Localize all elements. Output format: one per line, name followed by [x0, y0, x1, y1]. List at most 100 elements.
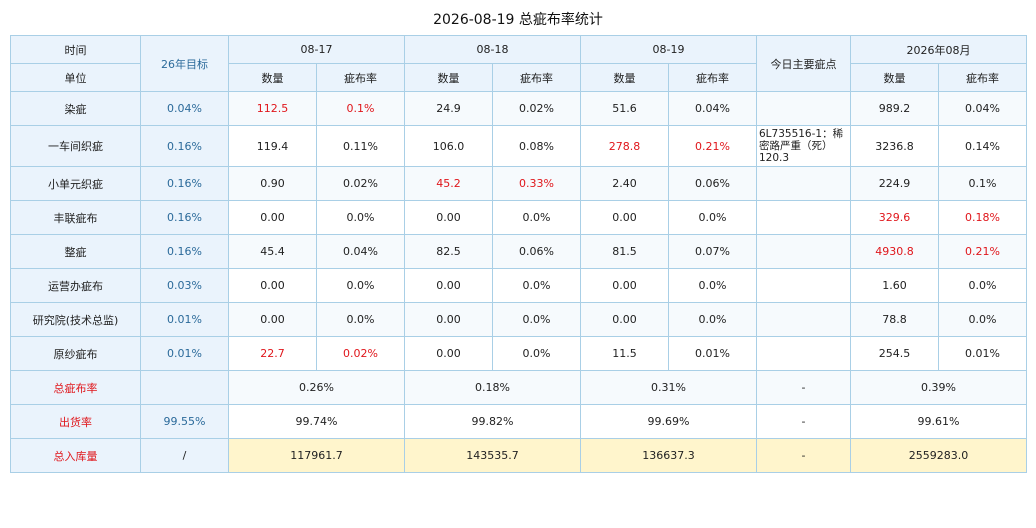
cell-value: 78.8	[851, 303, 939, 337]
cell-value: 51.6	[581, 92, 669, 126]
cell-value: 24.9	[405, 92, 493, 126]
cell-value: 0.02%	[317, 167, 405, 201]
defect-rate-table: 时间 26年目标 08-17 08-18 08-19 今日主要疵点 2026年0…	[10, 35, 1027, 473]
table-row: 研究院(技术总监) 0.01% 0.00 0.0% 0.00 0.0% 0.00…	[11, 303, 1027, 337]
header-time: 时间	[11, 36, 141, 64]
stock-in-d2: 143535.7	[405, 439, 581, 473]
table-row: 运营办疵布 0.03% 0.00 0.0% 0.00 0.0% 0.00 0.0…	[11, 269, 1027, 303]
cell-value: 45.4	[229, 235, 317, 269]
header-target: 26年目标	[141, 36, 229, 92]
row-unit: 丰联疵布	[11, 201, 141, 235]
header-main-defects: 今日主要疵点	[757, 36, 851, 92]
table-row: 染疵 0.04% 112.5 0.1% 24.9 0.02% 51.6 0.04…	[11, 92, 1027, 126]
stock-in-note: -	[757, 439, 851, 473]
header-date-3: 08-19	[581, 36, 757, 64]
total-rate-row: 总疵布率 0.26% 0.18% 0.31% - 0.39%	[11, 371, 1027, 405]
cell-value: 0.11%	[317, 126, 405, 167]
cell-note	[757, 167, 851, 201]
shipment-label: 出货率	[11, 405, 141, 439]
cell-value: 0.06%	[493, 235, 581, 269]
row-target: 0.16%	[141, 126, 229, 167]
header-qty: 数量	[851, 64, 939, 92]
row-target: 0.16%	[141, 235, 229, 269]
header-month: 2026年08月	[851, 36, 1027, 64]
cell-value: 0.0%	[493, 269, 581, 303]
row-unit: 整疵	[11, 235, 141, 269]
cell-value: 0.33%	[493, 167, 581, 201]
cell-value: 278.8	[581, 126, 669, 167]
cell-value: 0.01%	[669, 337, 757, 371]
cell-note	[757, 269, 851, 303]
cell-value: 0.1%	[317, 92, 405, 126]
row-unit: 运营办疵布	[11, 269, 141, 303]
table-row: 原纱疵布 0.01% 22.7 0.02% 0.00 0.0% 11.5 0.0…	[11, 337, 1027, 371]
row-target: 0.01%	[141, 337, 229, 371]
shipment-target: 99.55%	[141, 405, 229, 439]
row-unit: 染疵	[11, 92, 141, 126]
cell-value: 0.0%	[669, 269, 757, 303]
stock-in-d3: 136637.3	[581, 439, 757, 473]
cell-value: 0.00	[405, 201, 493, 235]
cell-value: 0.07%	[669, 235, 757, 269]
total-rate-target	[141, 371, 229, 405]
header-rate: 疵布率	[669, 64, 757, 92]
header-date-2: 08-18	[405, 36, 581, 64]
cell-note	[757, 92, 851, 126]
cell-value: 2.40	[581, 167, 669, 201]
cell-value: 0.0%	[939, 269, 1027, 303]
cell-note	[757, 235, 851, 269]
shipment-d2: 99.82%	[405, 405, 581, 439]
table-row: 一车间织疵 0.16% 119.4 0.11% 106.0 0.08% 278.…	[11, 126, 1027, 167]
cell-value: 0.0%	[669, 201, 757, 235]
cell-value: 106.0	[405, 126, 493, 167]
shipment-month: 99.61%	[851, 405, 1027, 439]
header-rate: 疵布率	[493, 64, 581, 92]
row-unit: 原纱疵布	[11, 337, 141, 371]
total-rate-d1: 0.26%	[229, 371, 405, 405]
total-rate-label: 总疵布率	[11, 371, 141, 405]
stock-in-d1: 117961.7	[229, 439, 405, 473]
shipment-row: 出货率 99.55% 99.74% 99.82% 99.69% - 99.61%	[11, 405, 1027, 439]
table-row: 丰联疵布 0.16% 0.00 0.0% 0.00 0.0% 0.00 0.0%…	[11, 201, 1027, 235]
stock-in-target: /	[141, 439, 229, 473]
total-rate-month: 0.39%	[851, 371, 1027, 405]
cell-value: 0.0%	[669, 303, 757, 337]
cell-value: 0.08%	[493, 126, 581, 167]
row-target: 0.16%	[141, 167, 229, 201]
cell-note: 6L735516-1：稀密路严重（死）120.3	[757, 126, 851, 167]
cell-value: 0.00	[229, 303, 317, 337]
cell-note	[757, 201, 851, 235]
cell-value: 0.02%	[493, 92, 581, 126]
total-rate-d3: 0.31%	[581, 371, 757, 405]
cell-value: 0.0%	[493, 303, 581, 337]
cell-value: 224.9	[851, 167, 939, 201]
cell-value: 0.14%	[939, 126, 1027, 167]
cell-value: 0.0%	[317, 269, 405, 303]
cell-value: 4930.8	[851, 235, 939, 269]
row-target: 0.16%	[141, 201, 229, 235]
header-date-1: 08-17	[229, 36, 405, 64]
cell-value: 0.00	[229, 269, 317, 303]
header-rate: 疵布率	[939, 64, 1027, 92]
cell-value: 3236.8	[851, 126, 939, 167]
cell-value: 0.0%	[317, 303, 405, 337]
cell-value: 0.00	[581, 303, 669, 337]
cell-value: 22.7	[229, 337, 317, 371]
cell-value: 1.60	[851, 269, 939, 303]
cell-value: 0.04%	[317, 235, 405, 269]
stock-in-month: 2559283.0	[851, 439, 1027, 473]
cell-value: 119.4	[229, 126, 317, 167]
cell-value: 0.00	[405, 303, 493, 337]
cell-value: 0.0%	[493, 201, 581, 235]
cell-note	[757, 303, 851, 337]
header-qty: 数量	[581, 64, 669, 92]
cell-value: 0.06%	[669, 167, 757, 201]
cell-value: 0.0%	[939, 303, 1027, 337]
cell-value: 0.01%	[939, 337, 1027, 371]
table-row: 小单元织疵 0.16% 0.90 0.02% 45.2 0.33% 2.40 0…	[11, 167, 1027, 201]
shipment-d1: 99.74%	[229, 405, 405, 439]
total-rate-note: -	[757, 371, 851, 405]
cell-value: 82.5	[405, 235, 493, 269]
cell-value: 254.5	[851, 337, 939, 371]
stock-in-label: 总入库量	[11, 439, 141, 473]
